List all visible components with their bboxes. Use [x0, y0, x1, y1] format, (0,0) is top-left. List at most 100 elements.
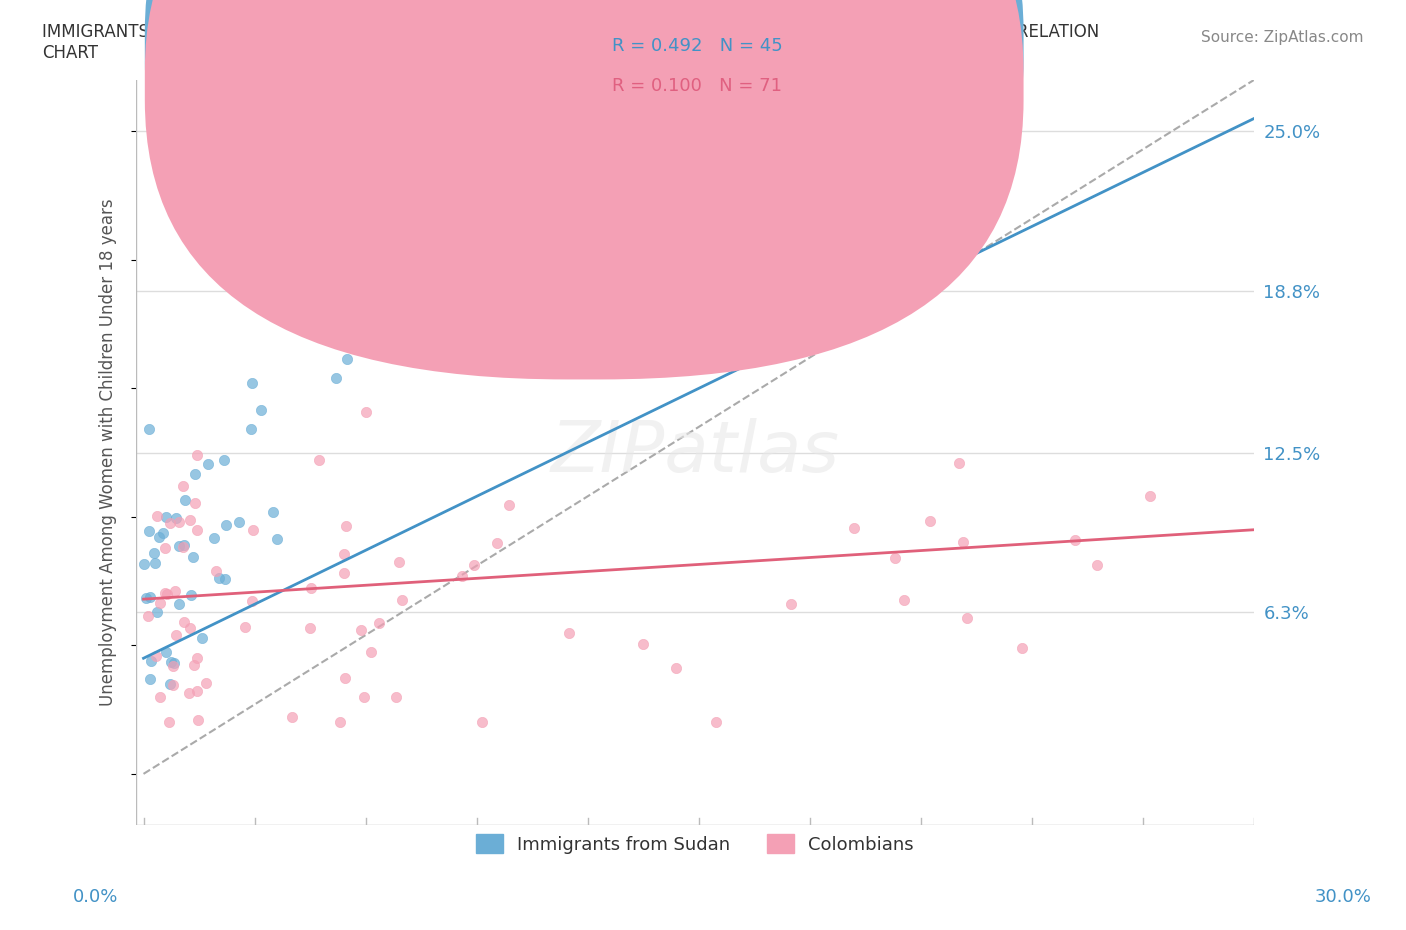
Point [360, 644, 382, 659]
Text: Source: ZipAtlas.com: Source: ZipAtlas.com [1201, 30, 1364, 45]
Point [186, 447, 208, 462]
Point [250, 403, 273, 418]
Point [143, 545, 166, 560]
Point [148, 530, 170, 545]
Point [172, 479, 194, 494]
Y-axis label: Unemployment Among Women with Children Under 18 years: Unemployment Among Women with Children U… [100, 199, 117, 707]
Point [165, 511, 187, 525]
Point [262, 273, 284, 288]
Point [156, 587, 179, 602]
Point [143, 555, 166, 570]
Point [780, 597, 803, 612]
Point [228, 514, 250, 529]
Point [195, 675, 218, 690]
Point [240, 593, 263, 608]
Point [1085, 558, 1108, 573]
Point [136, 608, 159, 623]
Point [893, 592, 915, 607]
Point [145, 648, 167, 663]
Point [242, 523, 264, 538]
Point [169, 597, 191, 612]
Point [152, 525, 174, 540]
Point [349, 623, 371, 638]
Point [162, 658, 184, 673]
Point [392, 259, 415, 274]
Point [165, 628, 187, 643]
Point [180, 588, 202, 603]
Point [463, 557, 485, 572]
Point [177, 685, 200, 700]
Point [333, 671, 356, 685]
Point [486, 536, 509, 551]
Legend: Immigrants from Sudan, Colombians: Immigrants from Sudan, Colombians [468, 827, 921, 861]
Point [167, 538, 190, 553]
Point [952, 535, 974, 550]
Point [354, 405, 377, 419]
Point [139, 671, 162, 686]
Point [215, 518, 238, 533]
Point [179, 620, 201, 635]
Point [353, 690, 375, 705]
Point [159, 676, 181, 691]
Text: 30.0%: 30.0% [1315, 888, 1371, 906]
Point [1011, 641, 1033, 656]
Point [174, 492, 197, 507]
Point [184, 467, 207, 482]
Point [388, 554, 411, 569]
Point [149, 595, 172, 610]
Point [299, 181, 322, 196]
Point [162, 677, 184, 692]
Point [280, 710, 302, 724]
Point [367, 615, 389, 630]
Point [138, 524, 160, 538]
Point [233, 620, 256, 635]
Point [141, 654, 163, 669]
Point [186, 684, 208, 698]
Point [202, 530, 225, 545]
Point [240, 376, 263, 391]
Point [370, 336, 392, 351]
Point [146, 509, 169, 524]
Point [329, 715, 352, 730]
Point [301, 580, 323, 595]
Point [159, 655, 181, 670]
Point [135, 591, 157, 605]
Point [139, 590, 162, 604]
Point [948, 456, 970, 471]
Point [214, 571, 236, 586]
Point [332, 565, 354, 580]
Point [184, 496, 207, 511]
Point [172, 540, 194, 555]
Point [335, 286, 357, 301]
Point [146, 604, 169, 619]
Point [214, 452, 236, 467]
Text: ZIPatlas: ZIPatlas [550, 418, 839, 487]
Point [155, 586, 177, 601]
Point [153, 540, 176, 555]
Point [631, 636, 654, 651]
Point [332, 546, 354, 561]
Point [1063, 533, 1085, 548]
Point [179, 513, 201, 528]
Point [207, 571, 229, 586]
Point [163, 584, 186, 599]
Point [134, 556, 156, 571]
Point [149, 690, 172, 705]
Point [704, 715, 727, 730]
Text: IMMIGRANTS FROM SUDAN VS COLOMBIAN UNEMPLOYMENT AMONG WOMEN WITH CHILDREN UNDER : IMMIGRANTS FROM SUDAN VS COLOMBIAN UNEMP… [42, 23, 1099, 62]
Point [159, 516, 181, 531]
Point [336, 352, 359, 366]
Point [308, 452, 330, 467]
Point [186, 523, 208, 538]
Point [155, 510, 177, 525]
Point [239, 422, 262, 437]
Point [155, 644, 177, 659]
Point [498, 498, 520, 512]
Point [138, 421, 160, 436]
Point [335, 518, 357, 533]
Point [191, 631, 214, 645]
Point [298, 621, 321, 636]
Point [181, 550, 204, 565]
Point [187, 713, 209, 728]
Text: R = 0.492   N = 45: R = 0.492 N = 45 [612, 36, 782, 55]
